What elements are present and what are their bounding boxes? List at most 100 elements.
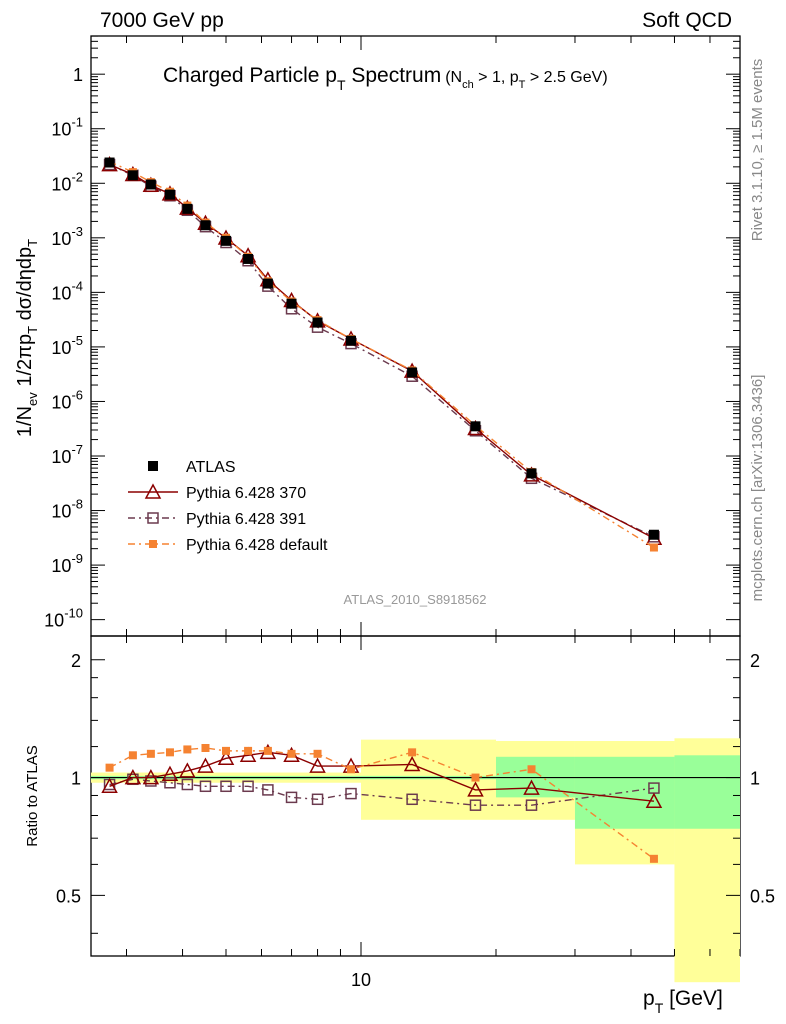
ratio-point-pdef [201, 744, 210, 752]
ratio-point-p370 [217, 749, 235, 766]
ratio-y-axis-label: Ratio to ATLAS [24, 745, 41, 846]
header-right: Soft QCD [642, 9, 732, 32]
ratio-y-tick-label-right: 0.5 [750, 886, 775, 906]
chart-title: Charged Particle pT Spectrum (Nch > 1, pT… [163, 64, 608, 93]
ratio-point-p391 [311, 793, 324, 806]
ratio-point-p391 [262, 784, 274, 796]
y-tick-label: 10-8 [51, 497, 83, 522]
legend-label-p370: Pythia 6.428 370 [186, 485, 306, 502]
ratio-point-p370 [161, 765, 179, 781]
ratio-point-p370 [645, 792, 663, 808]
ratio-point-p391 [199, 780, 212, 793]
ratio-point-pdef [287, 749, 296, 758]
ratio-point-p370 [523, 779, 540, 795]
ratio-y-tick-label: 1 [71, 769, 81, 789]
main-point-atlas [200, 220, 211, 231]
ratio-point-pdef [527, 765, 536, 774]
ratio-point-p391 [181, 778, 194, 791]
ratio-point-p370 [101, 777, 118, 794]
ratio-point-pdef [471, 773, 480, 782]
ratio-point-pdef [128, 751, 137, 760]
ratio-y-tick-label: 2 [71, 651, 81, 671]
legend-label-p391: Pythia 6.428 391 [186, 511, 306, 528]
main-point-atlas [312, 317, 323, 328]
main-point-atlas [470, 421, 481, 432]
y-tick-label: 10-6 [51, 387, 83, 412]
ratio-point-p370 [142, 768, 160, 785]
y-tick-label: 10-9 [51, 551, 83, 576]
main-point-atlas [164, 189, 175, 200]
ratio-y-tick-label: 0.5 [56, 886, 81, 906]
ratio-point-pdef [244, 746, 253, 755]
ratio-point-p370 [467, 781, 484, 797]
band-green [674, 755, 740, 829]
ratio-point-pdef [408, 748, 417, 757]
x-ticks: 10 [126, 36, 741, 990]
main-point-atlas [262, 278, 273, 289]
y-tick-label: 10-2 [51, 169, 83, 194]
main-line-p391 [109, 163, 655, 538]
ratio-point-p391 [345, 787, 357, 800]
ratio-point-pdef [146, 749, 155, 758]
ratio-point-p391 [285, 791, 298, 804]
ratio-point-p391 [469, 799, 482, 811]
main-y-ticks: 10-10 10-9 10-8 10-7 10-6 10-5 10-4 10-3 10-2 10-… [44, 35, 740, 631]
ratio-point-p391 [406, 793, 418, 806]
mcplots-label: mcplots.cern.ch [arXiv:1306.3436] [749, 375, 766, 602]
ratio-point-p370 [309, 757, 326, 773]
main-point-atlas [346, 335, 357, 346]
ratio-y-ticks: 0.5 0.5 1 1 2 2 [56, 651, 775, 934]
y-tick-label: 10-5 [51, 333, 83, 358]
ratio-point-pdef [222, 746, 231, 755]
ratio-point-pdef [649, 854, 658, 863]
ratio-y-tick-label-right: 2 [750, 651, 760, 671]
x-tick-label: 10 [351, 970, 371, 990]
ratio-point-p391 [164, 776, 176, 789]
ratio-series-group [101, 743, 663, 863]
ratio-point-pdef [313, 749, 322, 758]
legend-marker-p370 [144, 483, 162, 499]
main-point-atlas [243, 253, 254, 264]
rivet-label: Rivet 3.1.10, ≥ 1.5M events [749, 59, 766, 242]
main-point-atlas [221, 235, 232, 246]
legend-marker-pdef [149, 540, 157, 548]
y-tick-label: 10-4 [51, 278, 83, 303]
ratio-y-tick-label-right: 1 [750, 769, 760, 789]
y-tick-label: 10-1 [51, 115, 83, 140]
ratio-point-pdef [263, 746, 272, 755]
main-point-atlas [407, 367, 418, 378]
ratio-line-pdef [109, 747, 655, 860]
ratio-point-p370 [403, 755, 421, 772]
y-tick-label: 10-10 [44, 606, 83, 631]
legend-marker-p391 [147, 512, 159, 524]
main-line-p370 [109, 163, 655, 539]
y-tick-label: 10-7 [51, 442, 83, 467]
ratio-point-p370 [124, 768, 142, 785]
legend-label-atlas: ATLAS [186, 459, 236, 476]
ratio-point-p391 [242, 780, 254, 793]
legend-label-pdef: Pythia 6.428 default [186, 537, 328, 554]
main-y-axis-label: 1/Nev 1/2πpT dσ/dηdpT [14, 239, 40, 437]
main-point-atlas [104, 157, 115, 168]
main-point-atlas [286, 298, 297, 309]
main-line-pdef [109, 160, 655, 549]
ratio-point-pdef [165, 748, 174, 757]
y-tick-label: 1 [73, 65, 83, 85]
header-left: 7000 GeV pp [100, 9, 224, 32]
main-point-atlas [145, 179, 156, 190]
y-tick-label: 10-3 [51, 224, 83, 249]
ratio-uncertainty-bands [91, 738, 740, 983]
x-axis-label: pT [GeV] [643, 987, 723, 1016]
ratio-point-p391 [525, 799, 538, 811]
ratio-point-p370 [179, 762, 196, 778]
ratio-point-p391 [220, 780, 232, 793]
main-point-atlas [648, 529, 659, 540]
ratio-point-pdef [183, 745, 192, 754]
ratio-line-p370 [109, 751, 655, 802]
main-point-atlas [127, 170, 138, 181]
legend-marker-atlas [148, 461, 158, 471]
legend: ATLAS Pythia 6.428 370 Pythia 6.428 391 Pyt… [128, 459, 328, 554]
analysis-label: ATLAS_2010_S8918562 [344, 592, 487, 607]
ratio-line-p391 [109, 778, 655, 806]
